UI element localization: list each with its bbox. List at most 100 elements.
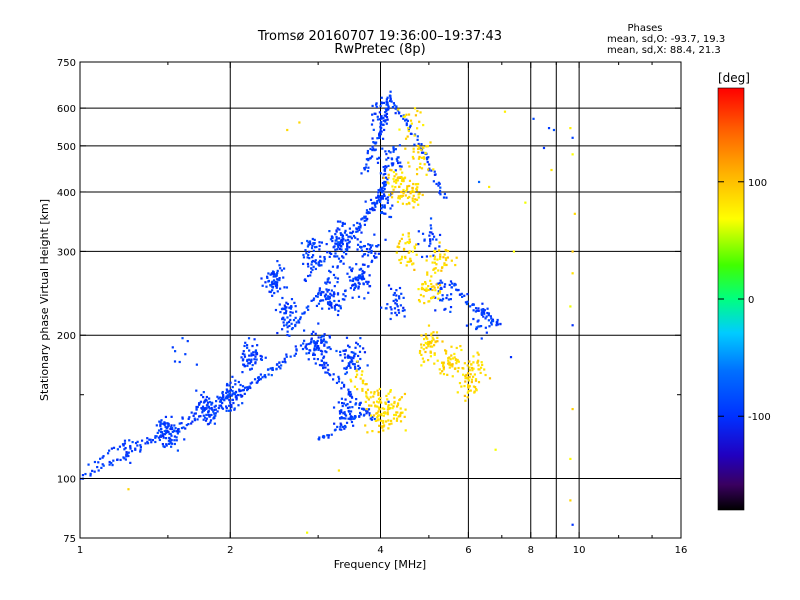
data-point (367, 243, 370, 246)
data-point (384, 150, 387, 153)
data-point (187, 417, 190, 420)
data-point (426, 271, 429, 274)
data-point (315, 262, 318, 265)
data-point (269, 290, 272, 294)
data-point (89, 472, 92, 475)
data-point (166, 430, 169, 433)
data-point (207, 422, 210, 426)
data-point (316, 339, 319, 343)
data-point (389, 151, 392, 154)
data-point (340, 409, 343, 412)
data-point (350, 410, 353, 413)
data-point (417, 151, 420, 154)
data-point (422, 123, 425, 127)
data-point (379, 419, 383, 422)
data-point (399, 168, 402, 171)
data-point (206, 401, 210, 404)
data-point (243, 344, 246, 348)
data-point (427, 340, 430, 344)
data-point (429, 141, 432, 144)
data-point (450, 345, 453, 348)
data-point (407, 241, 411, 245)
data-point (412, 150, 415, 153)
data-point (369, 417, 372, 420)
data-point (488, 325, 491, 328)
data-point (509, 356, 513, 359)
data-point (427, 168, 430, 171)
data-point (200, 393, 203, 397)
data-point (411, 250, 414, 253)
data-point (329, 292, 332, 295)
data-point (355, 227, 358, 230)
data-point (169, 427, 172, 431)
data-point (422, 360, 426, 363)
data-point (225, 405, 228, 408)
data-point (412, 182, 415, 186)
data-point (374, 404, 377, 407)
data-point (411, 189, 414, 192)
data-point (400, 165, 403, 168)
data-point (392, 417, 396, 420)
data-point (307, 265, 310, 268)
data-point (413, 107, 417, 110)
data-point (455, 346, 458, 350)
data-point (272, 275, 275, 278)
data-point (316, 358, 319, 361)
data-point (210, 401, 213, 404)
data-point (354, 283, 357, 286)
data-point (230, 404, 233, 407)
data-point (139, 448, 142, 451)
data-point (415, 173, 419, 176)
data-point (283, 304, 286, 307)
data-point (359, 413, 362, 416)
data-point (369, 147, 372, 151)
data-point (414, 114, 418, 117)
data-point (436, 359, 439, 362)
data-point (373, 417, 376, 421)
data-point (160, 419, 163, 422)
data-point (329, 374, 332, 377)
data-point (394, 302, 397, 305)
data-point (323, 294, 327, 297)
data-point (389, 317, 392, 321)
data-point (227, 409, 231, 412)
data-point (373, 203, 377, 206)
data-point (383, 169, 387, 172)
data-point (342, 251, 346, 254)
data-point (468, 366, 471, 369)
data-point (340, 238, 343, 242)
data-point (448, 363, 451, 366)
data-point (396, 161, 400, 165)
data-point (409, 260, 413, 263)
data-point (472, 303, 475, 306)
data-point (280, 308, 284, 311)
data-point (394, 311, 397, 314)
data-point (314, 295, 318, 298)
data-point (379, 197, 382, 200)
data-point (163, 430, 166, 433)
data-point (313, 260, 316, 263)
data-point (486, 307, 489, 310)
data-point (420, 346, 423, 349)
data-point (317, 322, 320, 325)
data-point (465, 302, 469, 306)
data-point (271, 283, 274, 286)
data-point (476, 351, 479, 354)
data-point (429, 345, 432, 348)
data-point (390, 422, 393, 425)
data-point (365, 211, 368, 214)
data-point (203, 399, 206, 402)
data-point (425, 287, 428, 290)
data-point (354, 236, 357, 239)
data-point (463, 384, 466, 388)
data-point (272, 271, 275, 274)
data-point (233, 392, 236, 395)
data-point (337, 299, 340, 303)
data-point (474, 307, 478, 310)
data-point (354, 276, 357, 279)
data-point (202, 418, 205, 421)
data-point (282, 321, 285, 324)
data-point (429, 350, 432, 353)
data-point (322, 361, 326, 364)
data-point (314, 332, 317, 335)
